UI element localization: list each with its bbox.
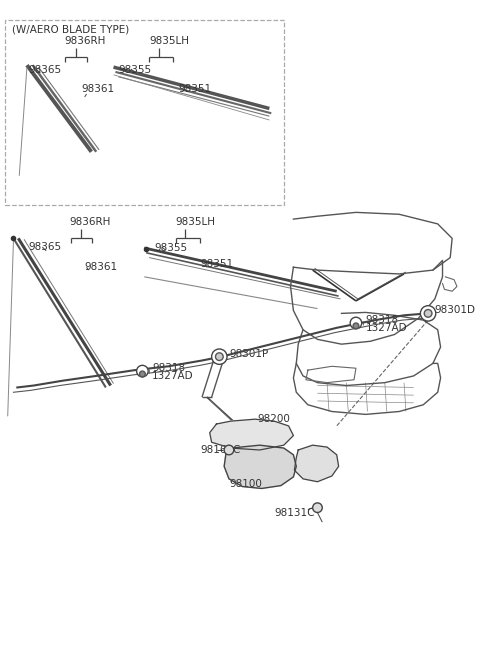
Circle shape xyxy=(424,309,432,317)
Text: 98131C: 98131C xyxy=(274,508,315,517)
Circle shape xyxy=(224,445,234,455)
Text: 98351: 98351 xyxy=(200,259,233,269)
Text: 1327AD: 1327AD xyxy=(366,323,407,333)
Circle shape xyxy=(353,323,359,329)
Text: 98365: 98365 xyxy=(29,65,62,75)
Text: 98361: 98361 xyxy=(82,84,115,94)
Text: 9836RH: 9836RH xyxy=(64,36,106,46)
Text: 98100: 98100 xyxy=(229,479,262,488)
Text: 98301D: 98301D xyxy=(435,306,476,315)
Text: 98351: 98351 xyxy=(178,84,211,94)
Text: 98318: 98318 xyxy=(366,315,399,325)
Text: 98200: 98200 xyxy=(258,414,291,424)
Text: 1327AD: 1327AD xyxy=(152,371,193,381)
Polygon shape xyxy=(210,419,293,450)
Bar xyxy=(5,20,284,205)
Text: 98160C: 98160C xyxy=(200,445,240,455)
Text: 98318: 98318 xyxy=(152,363,185,373)
Text: 9835LH: 9835LH xyxy=(175,217,215,227)
Text: 9835LH: 9835LH xyxy=(149,36,189,46)
Circle shape xyxy=(312,503,322,512)
Text: (W/AERO BLADE TYPE): (W/AERO BLADE TYPE) xyxy=(12,25,129,35)
Polygon shape xyxy=(294,445,338,482)
Text: 98301P: 98301P xyxy=(229,349,268,359)
Circle shape xyxy=(350,317,362,329)
Text: 98365: 98365 xyxy=(29,242,62,252)
Circle shape xyxy=(216,353,223,360)
Circle shape xyxy=(212,349,227,364)
Text: 98361: 98361 xyxy=(84,262,118,272)
Circle shape xyxy=(420,306,436,321)
Circle shape xyxy=(140,371,145,377)
Circle shape xyxy=(137,366,148,377)
Polygon shape xyxy=(224,445,296,488)
Text: 98355: 98355 xyxy=(119,65,152,75)
Text: 9836RH: 9836RH xyxy=(69,217,110,227)
Text: 98355: 98355 xyxy=(154,243,187,253)
